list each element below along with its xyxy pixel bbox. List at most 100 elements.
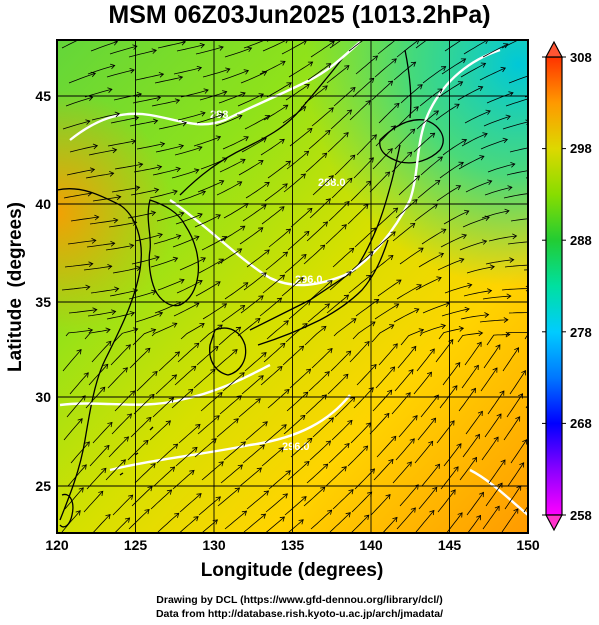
streamline [286, 391, 309, 412]
streamline [466, 266, 495, 274]
streamline [241, 375, 264, 395]
streamline-arrowhead [460, 58, 467, 64]
streamline-arrowhead [371, 363, 377, 370]
streamline-arrowhead [239, 305, 246, 311]
streamline-arrowhead [301, 496, 307, 502]
streamline-arrowhead [368, 251, 374, 257]
streamline-arrowhead [260, 513, 267, 519]
streamline [287, 231, 310, 251]
streamline [113, 93, 142, 101]
streamline-arrowhead [307, 128, 313, 134]
streamline-arrowhead [538, 466, 542, 471]
streamline [155, 145, 184, 153]
streamline [195, 46, 224, 55]
streamline-arrowhead [344, 200, 350, 207]
streamline-arrowhead [412, 415, 418, 421]
streamline-arrowhead [503, 43, 509, 49]
streamline-arrowhead [282, 493, 288, 499]
streamline [437, 489, 456, 513]
streamline-arrowhead [459, 257, 465, 264]
streamline-arrowhead [388, 458, 394, 465]
streamline [239, 227, 264, 245]
streamline [131, 256, 160, 265]
y-tick-label: 40 [35, 196, 51, 212]
streamline [502, 121, 528, 130]
streamline [371, 80, 393, 101]
streamline-arrowhead [85, 119, 91, 125]
streamline-arrowhead [500, 459, 506, 465]
streamline [436, 420, 455, 444]
streamline [175, 447, 198, 467]
streamline-arrowhead [234, 487, 241, 493]
streamline [157, 279, 185, 291]
streamline-arrowhead [150, 463, 156, 469]
streamline [83, 265, 112, 271]
streamline [501, 40, 520, 49]
streamline [107, 140, 136, 147]
streamline-arrowhead [179, 278, 185, 284]
streamline [333, 318, 357, 337]
streamline-arrowhead [477, 410, 483, 417]
streamline [224, 282, 249, 300]
streamline [369, 171, 390, 193]
streamline-arrowhead [455, 361, 461, 368]
streamline [506, 170, 528, 176]
streamline [354, 227, 376, 248]
streamline [459, 240, 487, 251]
streamline-arrowhead [154, 255, 160, 261]
streamline-arrowhead [328, 175, 334, 181]
streamline [202, 303, 227, 320]
streamline [420, 156, 443, 176]
streamline [201, 461, 224, 481]
streamline [486, 92, 514, 104]
streamline [523, 505, 528, 513]
streamline [62, 349, 82, 372]
streamline [461, 133, 488, 147]
streamline [285, 83, 310, 101]
streamline [152, 397, 174, 418]
streamline [286, 150, 309, 170]
streamline [419, 88, 443, 107]
streamline-arrowhead [113, 217, 119, 224]
streamline [202, 68, 230, 78]
streamline [399, 484, 419, 507]
streamline-arrowhead [479, 491, 484, 498]
streamline-arrowhead [172, 443, 179, 449]
streamline-arrowhead [321, 325, 327, 331]
streamline-arrowhead [263, 490, 270, 496]
streamline-arrowhead [135, 185, 141, 191]
streamline-arrowhead [103, 363, 109, 369]
streamline [290, 438, 313, 458]
streamline-arrowhead [261, 70, 268, 76]
streamline-arrowhead [218, 258, 225, 264]
streamline [219, 395, 242, 415]
streamline [504, 264, 528, 268]
streamline [244, 352, 267, 372]
streamline-arrowhead [327, 279, 333, 286]
streamline-arrowhead [264, 181, 270, 187]
streamline-arrowhead [129, 243, 135, 249]
streamline [216, 181, 242, 196]
streamline [88, 149, 117, 156]
streamline-arrowhead [298, 519, 304, 525]
streamline [109, 289, 138, 297]
streamline [155, 374, 177, 395]
streamline-arrowhead [214, 415, 220, 421]
streamline [331, 420, 353, 441]
streamline [281, 40, 307, 55]
streamline-arrowhead [101, 467, 107, 474]
streamline-arrowhead [92, 143, 99, 150]
streamline-arrowhead [327, 509, 333, 515]
streamline-arrowhead [535, 489, 539, 494]
streamline-arrowhead [203, 88, 209, 94]
contour-labels: 296.0 288.0 288 296.0 [210, 109, 346, 453]
streamline-arrowhead [391, 58, 397, 64]
streamline-arrowhead [408, 369, 414, 375]
streamline-arrowhead [132, 44, 138, 50]
streamline [460, 314, 489, 320]
streamline-arrowhead [487, 179, 493, 185]
streamline-arrowhead [325, 198, 331, 204]
streamline-arrowhead [385, 494, 391, 500]
streamline [282, 106, 306, 124]
streamline-arrowhead [405, 392, 411, 398]
